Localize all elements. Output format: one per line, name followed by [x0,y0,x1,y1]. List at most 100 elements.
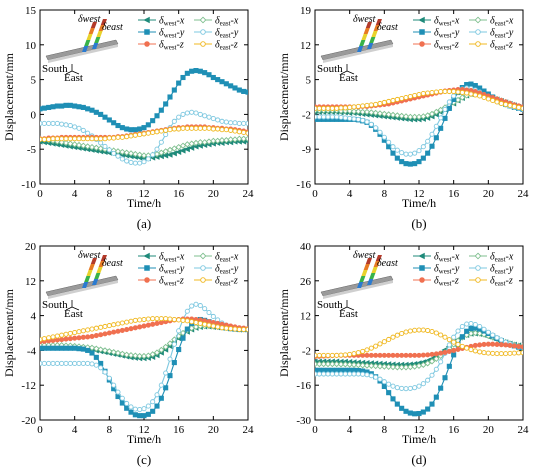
data-point-ez [241,326,247,333]
data-point-ex [67,140,74,147]
data-point-ey [438,359,444,365]
x-tick-label: 16 [448,424,460,436]
data-point-ez [407,93,413,100]
data-point-wy [93,354,99,360]
data-point-wy [433,394,439,400]
data-point-ex [136,151,143,158]
pylon-segment [367,279,374,285]
data-point-ez [520,350,523,356]
data-point-wx [188,144,195,151]
x-tick-label: 24 [518,424,530,436]
legend-label-wy: δwest-y [159,28,185,40]
data-point-wz [477,342,483,348]
pylon-segment [369,37,376,43]
data-point-ey [93,362,99,368]
data-point-ez [219,325,225,331]
data-point-ez [433,330,439,336]
data-point-wy [429,143,435,149]
inset-south-label: South [317,63,343,75]
legend-marker-ey [200,265,206,271]
data-point-ez [464,345,470,351]
data-point-ey [189,109,195,115]
data-point-ex [376,363,384,370]
data-point-ex [398,112,405,120]
data-point-ex [433,355,440,363]
data-point-ez [334,352,340,358]
pylon-segment [94,37,101,43]
data-point-wy [442,375,448,381]
data-point-ez [420,90,426,97]
data-point-ez [184,125,190,131]
data-point-ez [223,325,229,331]
panel-label: (c) [137,452,151,467]
data-point-ey [106,147,112,153]
data-point-ez [429,89,435,96]
data-point-ez [228,127,234,133]
inset-east-dir-label: East [339,72,358,84]
data-point-ez [338,105,344,111]
data-point-wz [80,334,86,340]
pylon-segment [363,264,370,270]
data-point-ey [41,360,47,367]
pylon-segment [361,270,368,276]
data-point-ey [386,381,392,387]
data-point-wz [59,336,65,343]
data-point-ez [355,350,361,356]
data-point-ez [154,129,160,135]
data-point-ey [184,110,190,116]
data-point-ez [520,105,523,111]
legend-label-ex: δeast-x [215,252,239,264]
data-point-ez [399,95,405,102]
data-point-wy [111,120,117,126]
data-point-wy [128,127,134,133]
inset-south-label: South [317,299,343,311]
inset-west-label: δwest [78,14,101,25]
data-point-ey [407,385,413,391]
data-point-ey [46,120,52,126]
data-point-ex [88,143,96,151]
data-point-ey [137,407,143,413]
data-point-ez [490,350,496,356]
data-point-ex [372,362,379,370]
data-point-ez [472,348,478,354]
data-point-ez [433,89,439,95]
data-point-ez [124,134,130,140]
data-point-wy [210,74,216,81]
legend-marker-ez [475,41,481,47]
data-point-ez [511,350,517,356]
data-point-ez [360,103,366,109]
pylon-segment [373,25,380,31]
x-tick-label: 20 [208,424,220,436]
data-point-ex [236,135,243,142]
data-point-ey [481,326,487,332]
panel-d: 0 4 8 12 16 20 24 -30 -16 -2 12 26 40 Time/h Displacem… [277,241,529,467]
pylon-segment [88,28,95,34]
data-point-wz [106,330,112,336]
data-point-wz [141,323,147,329]
data-point-ez [468,91,474,97]
data-point-ex [389,363,397,371]
pylon-segment [98,261,105,267]
data-point-ey [464,321,470,327]
data-point-ez [80,136,86,142]
data-point-wy [228,83,234,89]
data-point-ex [240,135,247,142]
data-point-ey [498,337,504,343]
data-point-ex [424,360,431,367]
pylon-segment [100,255,107,261]
pylon-segment [359,40,366,46]
pylon-segment [363,28,370,34]
data-point-ez [485,350,491,356]
data-point-ey [184,308,190,314]
data-point-ey [219,118,225,124]
data-point-wz [472,342,478,348]
data-point-ex [162,148,169,155]
data-point-ex [433,108,440,116]
data-point-ey [215,117,221,123]
data-point-ex [149,351,156,358]
data-point-wy [468,325,474,332]
data-point-ez [236,129,242,135]
inset-east-label: δeast [377,258,398,269]
data-point-ez [355,103,361,109]
data-point-ey [40,120,43,126]
